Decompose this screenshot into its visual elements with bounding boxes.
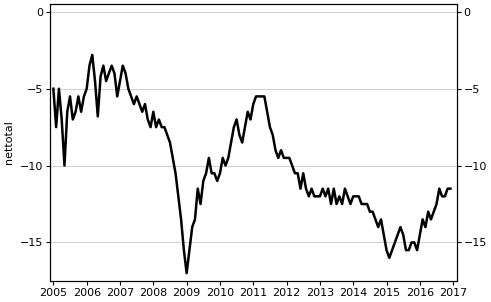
Y-axis label: nettotal: nettotal [4, 120, 14, 165]
